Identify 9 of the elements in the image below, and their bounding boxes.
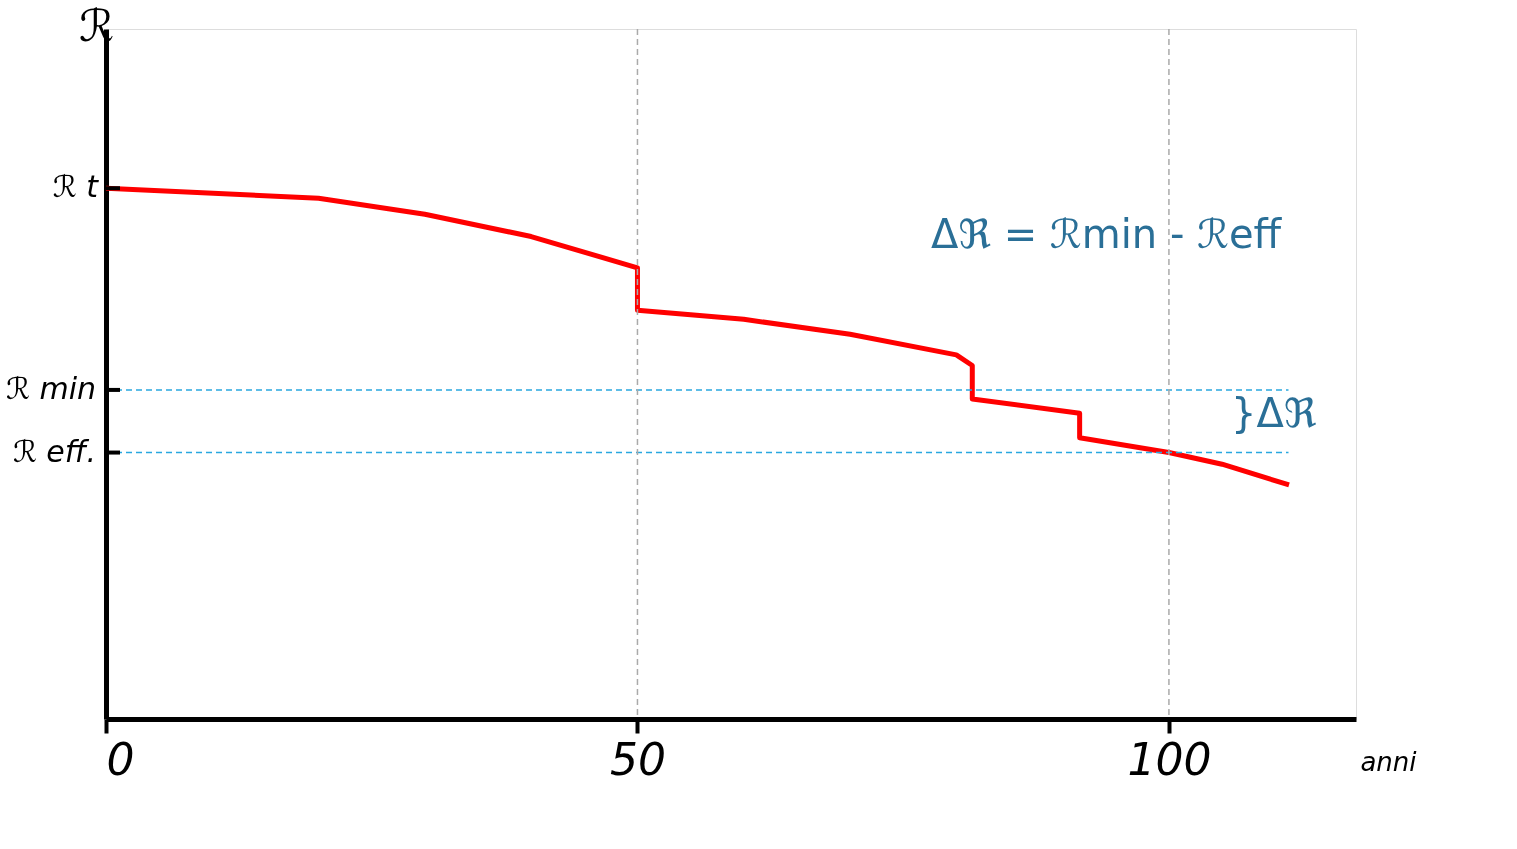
ref-line-label: ℛ min xyxy=(5,370,96,406)
x-tick-label: 0 xyxy=(106,733,135,785)
x-tick-label: 100 xyxy=(1127,733,1212,785)
annotation: }Δℜ xyxy=(1231,390,1317,437)
ref-line-label: ℛ eff. xyxy=(12,433,96,469)
x-tick-label: 50 xyxy=(609,733,666,785)
x-axis-title: anni xyxy=(1360,746,1418,777)
annotation: ℛ t xyxy=(52,169,100,205)
annotation: Δℜ = ℛmin - ℛeff xyxy=(931,211,1283,257)
